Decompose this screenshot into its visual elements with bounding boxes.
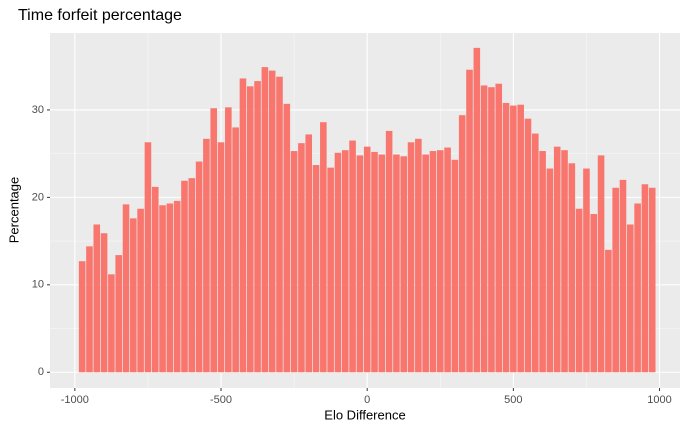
bar (415, 138, 422, 373)
bar (188, 178, 196, 373)
bar (605, 249, 612, 373)
bar (436, 150, 444, 373)
x-tick-label: -500 (210, 394, 232, 406)
y-tick-label: 30 (32, 104, 44, 116)
bar (151, 186, 159, 373)
bar (627, 224, 634, 373)
bar (195, 161, 203, 373)
bar (334, 152, 342, 373)
bar (173, 200, 181, 373)
chart-title: Time forfeit percentage (18, 7, 182, 24)
bar (239, 78, 247, 373)
x-tick-label: 1000 (647, 394, 671, 406)
bar (597, 155, 605, 373)
bar (385, 130, 393, 373)
bar (298, 143, 305, 373)
bar (612, 187, 619, 373)
bar (619, 179, 627, 373)
bar (246, 86, 254, 373)
bar (429, 151, 437, 373)
bar (137, 208, 144, 373)
bar (232, 127, 239, 373)
bar (93, 224, 101, 373)
y-axis-label: Percentage (6, 177, 21, 244)
bar (641, 184, 649, 373)
bar (524, 118, 532, 373)
bar (225, 107, 232, 373)
bar (327, 167, 334, 373)
bar (502, 102, 510, 373)
bar (276, 76, 283, 373)
x-tick-label: 500 (504, 394, 522, 406)
bar (532, 133, 539, 373)
bar (100, 233, 108, 373)
bar (495, 83, 503, 373)
bar (181, 180, 188, 373)
x-tick-label: -1000 (61, 394, 89, 406)
bar (458, 115, 466, 373)
bar (217, 142, 225, 373)
bar (539, 151, 546, 373)
bar (568, 163, 576, 373)
bar (108, 274, 115, 373)
bar (575, 208, 583, 373)
y-tick-label: 10 (32, 279, 44, 291)
x-axis-label: Elo Difference (324, 407, 405, 422)
bar (517, 104, 524, 373)
y-tick-label: 20 (32, 191, 44, 203)
bar (210, 108, 218, 373)
bar (648, 187, 656, 373)
bar (583, 168, 590, 373)
bar (312, 165, 320, 373)
bar (590, 213, 598, 373)
bar (290, 151, 298, 373)
bar (115, 255, 122, 373)
bar (166, 203, 174, 373)
bar (363, 146, 371, 373)
bar (86, 246, 93, 373)
x-tick-label: 0 (364, 394, 370, 406)
bar (553, 146, 561, 373)
bar (393, 154, 400, 373)
y-tick-label: 0 (38, 366, 44, 378)
bar (407, 142, 415, 373)
bar (444, 147, 451, 373)
bar (480, 85, 488, 373)
bar (341, 150, 349, 373)
bar (466, 69, 473, 373)
bar (378, 154, 386, 373)
bar (488, 87, 495, 373)
bar (305, 134, 313, 373)
bar (451, 159, 459, 373)
bar (254, 81, 261, 373)
bar (561, 150, 568, 373)
bar (144, 142, 152, 373)
bar (634, 203, 641, 373)
bar (473, 47, 481, 373)
bar (268, 70, 276, 373)
bar (130, 218, 137, 373)
bar (78, 261, 86, 373)
bar (371, 151, 378, 373)
bar (203, 138, 210, 373)
bar (356, 155, 364, 373)
bar (400, 156, 408, 373)
bar (349, 140, 356, 373)
bar (510, 105, 517, 373)
bar (320, 122, 327, 373)
bar (122, 204, 130, 373)
bar (159, 205, 166, 373)
bar (422, 154, 429, 373)
bar (283, 103, 291, 373)
bar (546, 168, 554, 373)
bar (261, 67, 269, 373)
